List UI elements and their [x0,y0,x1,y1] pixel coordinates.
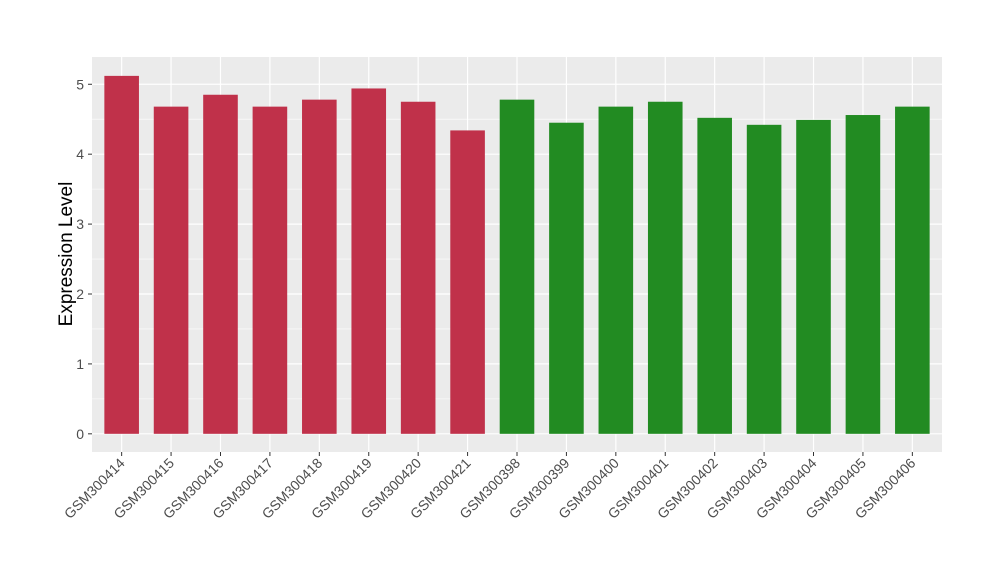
bar-GSM300420 [400,101,436,434]
bar-GSM300405 [845,115,881,434]
bar-GSM300414 [104,75,139,434]
y-tick-label: 1 [76,356,84,372]
bar-GSM300402 [697,117,732,434]
y-tick-label: 5 [76,76,84,92]
y-axis-label: Expression Level [56,182,77,327]
bar-GSM300399 [549,122,584,434]
bar-GSM300419 [351,88,387,434]
bar-GSM300417 [252,106,288,434]
bar-GSM300400 [598,106,634,434]
bar-GSM300416 [203,94,238,434]
y-tick-label: 4 [76,146,84,162]
bar-GSM300404 [796,119,831,434]
bar-GSM300398 [499,99,535,434]
y-tick-label: 2 [76,286,84,302]
bar-GSM300403 [746,124,782,434]
bar-GSM300418 [302,99,337,434]
y-tick-label: 3 [76,216,84,232]
bar-GSM300401 [647,101,683,434]
bar-GSM300415 [153,106,189,434]
bar-GSM300421 [450,130,485,434]
y-tick-label: 0 [76,426,84,442]
bar-GSM300406 [895,106,930,434]
